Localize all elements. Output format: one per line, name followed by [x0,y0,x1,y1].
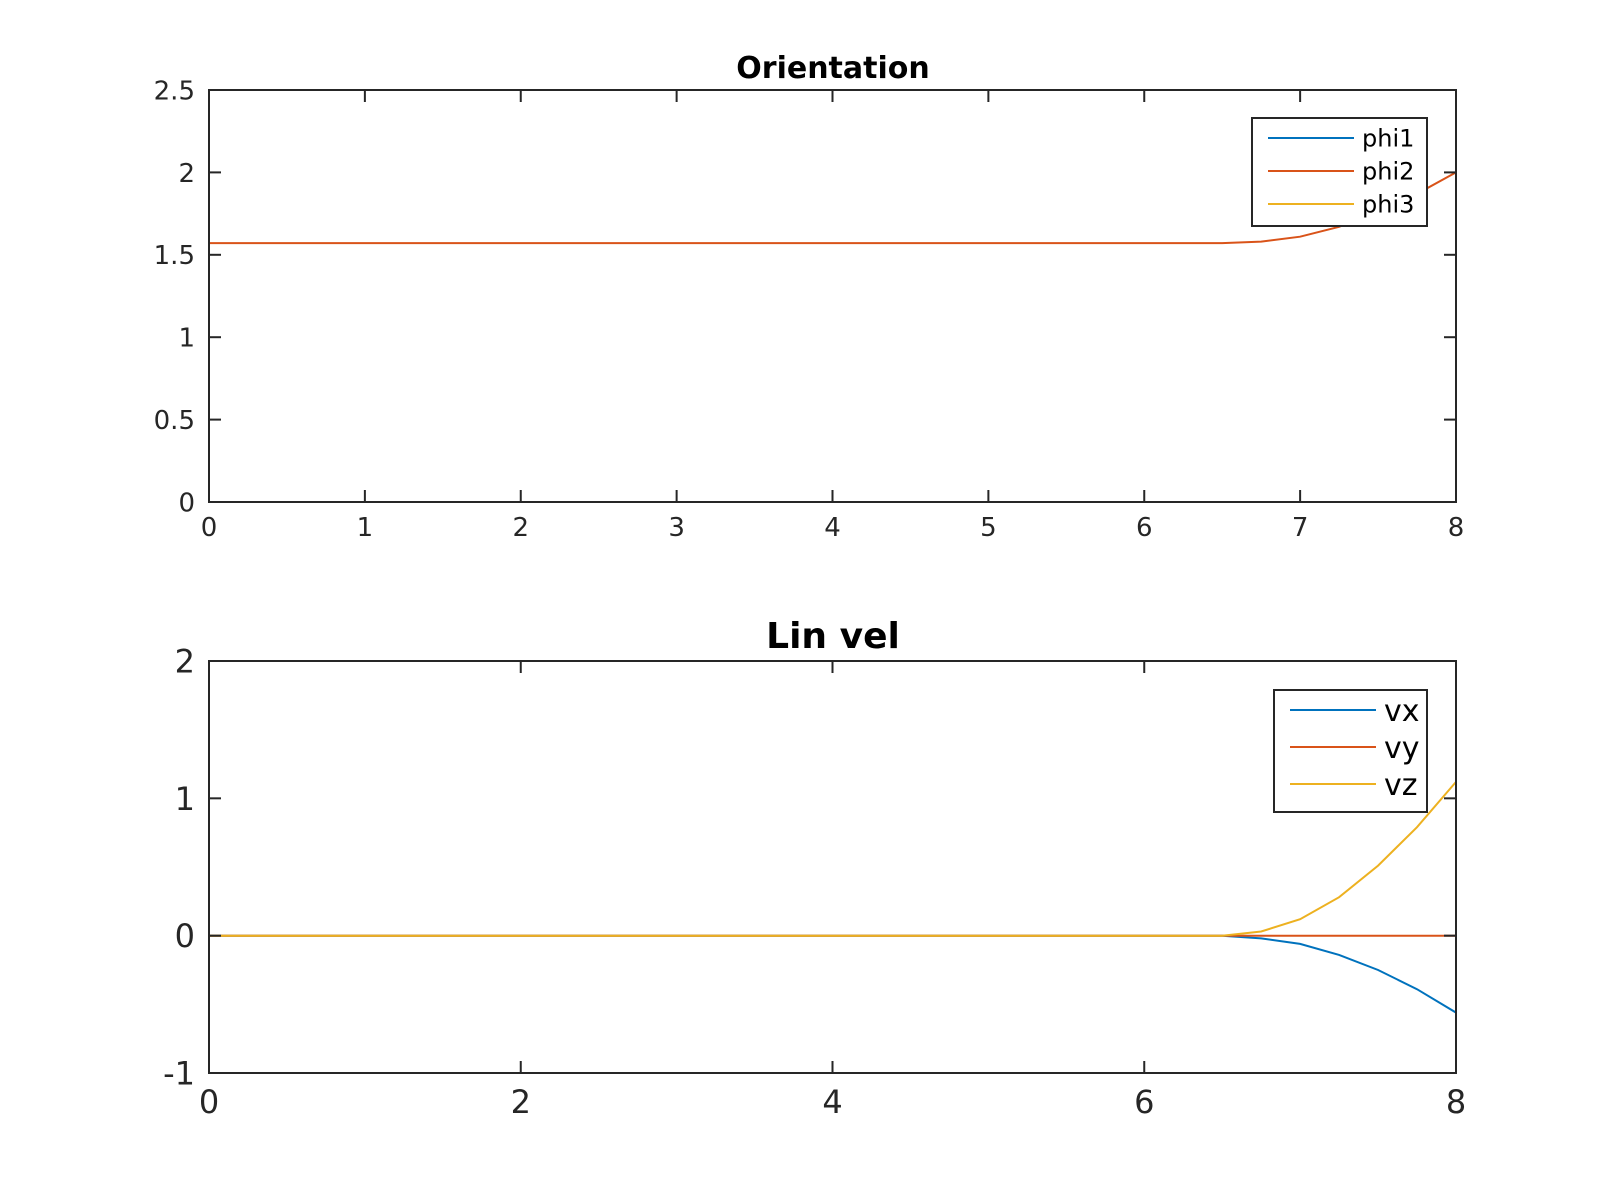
y-tick-label: 1.5 [154,241,195,271]
legend-label-phi2: phi2 [1362,158,1414,186]
y-tick-label: 2 [175,643,195,681]
y-tick-label: 2 [178,159,195,189]
y-tick-label: 1 [175,780,195,818]
x-tick-label: 6 [1134,1083,1154,1121]
x-tick-label: 0 [199,1083,219,1121]
x-tick-label: 4 [822,1083,842,1121]
legend-label-vz: vz [1384,768,1418,803]
x-tick-label: 1 [357,513,374,543]
chart-title: Lin vel [766,616,900,657]
legend-label-phi3: phi3 [1362,191,1414,219]
x-tick-label: 8 [1448,513,1465,543]
x-tick-label: 4 [824,513,841,543]
y-tick-label: 2.5 [154,76,195,106]
y-tick-label: 0 [175,917,195,955]
axes-box [208,660,1457,1074]
chart-title: Orientation [736,51,929,86]
x-tick-label: 0 [201,513,218,543]
orientation-subplot: Orientation 0 1 2 3 4 5 6 7 800.511.522.5phi1phi… [154,51,1465,543]
y-tick-label: 0.5 [154,406,195,436]
x-tick-label: 8 [1446,1083,1466,1121]
x-tick-label: 6 [1136,513,1153,543]
x-tick-label: 2 [512,513,529,543]
legend-label-vx: vx [1384,694,1420,729]
y-tick-label: -1 [163,1055,195,1093]
series-line-vz [209,781,1456,937]
x-tick-label: 5 [980,513,997,543]
plot-area [209,781,1456,1014]
x-tick-label: 7 [1292,513,1309,543]
series-line-vx [209,934,1456,1014]
legend: phi1 phi2 phi3 [1251,117,1428,227]
y-tick-label: 1 [178,324,195,354]
x-tick-label: 2 [511,1083,531,1121]
legend-label-vy: vy [1384,731,1420,766]
y-tick-label: 0 [178,488,195,518]
x-tick-label: 3 [668,513,685,543]
legend-label-phi1: phi1 [1362,125,1414,153]
